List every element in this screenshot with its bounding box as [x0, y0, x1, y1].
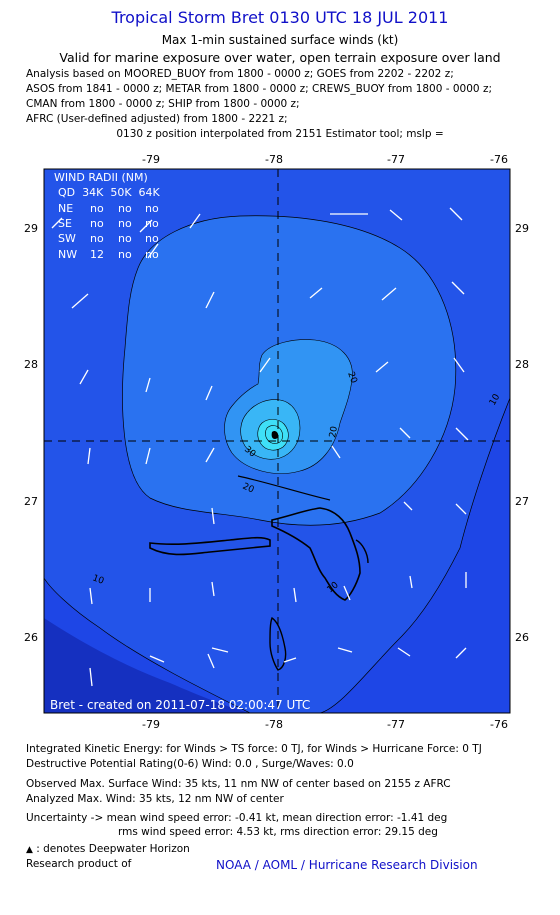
- wind-radii-qd-nw: NW: [58, 248, 77, 261]
- position-note: 0130 z position interpolated from 2151 E…: [116, 128, 444, 140]
- dpr-line: Destructive Potential Rating(0-6) Wind: …: [26, 758, 354, 770]
- lon-tick-top-2: -78: [265, 153, 283, 166]
- map-title: Tropical Storm Bret 0130 UTC 18 JUL 2011: [111, 8, 449, 27]
- lat-tick-left-3: 27: [24, 495, 38, 508]
- contour-label-20-e: 20: [328, 425, 340, 438]
- lat-tick-left-4: 26: [24, 631, 38, 644]
- wind-radii-34-ne: no: [90, 202, 104, 215]
- analysis-line-1: Analysis based on MOORED_BUOY from 1800 …: [26, 68, 454, 80]
- lon-tick-top-4: -76: [490, 153, 508, 166]
- analysis-line-3: CMAN from 1800 - 0000 z; SHIP from 1800 …: [26, 98, 300, 110]
- lat-tick-right-1: 29: [515, 222, 529, 235]
- wind-field-map: -79 -78 -77 -76 -79 -78 -77 -76 29 28 27…: [24, 153, 529, 728]
- wind-radii-64-sw: no: [145, 232, 159, 245]
- noaa-aoml-hrd-link[interactable]: NOAA / AOML / Hurricane Research Divisio…: [216, 858, 478, 872]
- deepwater-horizon-icon: ▲: [26, 845, 33, 855]
- lat-tick-right-2: 28: [515, 358, 529, 371]
- wind-radii-34-nw: 12: [90, 248, 104, 261]
- wind-radii-34-sw: no: [90, 232, 104, 245]
- land-abaco: [271, 507, 361, 601]
- lat-tick-right-3: 27: [515, 495, 529, 508]
- deepwater-text: : denotes Deepwater Horizon: [36, 843, 190, 855]
- lon-tick-bottom-2: -78: [265, 718, 283, 728]
- land-grand-bahama: [149, 536, 271, 556]
- lat-tick-left-2: 28: [24, 358, 38, 371]
- wind-radii-table: WIND RADII (NM) QD 34K 50K 64K NE no no …: [54, 171, 161, 261]
- wind-radii-qd-se: SE: [58, 217, 72, 230]
- wind-band-below-10: [44, 618, 250, 713]
- wind-radii-64-ne: no: [145, 202, 159, 215]
- wind-radii-50-ne: no: [118, 202, 132, 215]
- wind-vectors: [51, 207, 469, 687]
- deepwater-legend: ▲ : denotes Deepwater Horizon: [26, 843, 190, 855]
- analysis-line-4: AFRC (User-defined adjusted) from 1800 -…: [26, 113, 288, 125]
- lon-tick-top-1: -79: [142, 153, 160, 166]
- subtitle-exposure: Valid for marine exposure over water, op…: [59, 50, 501, 65]
- ike-line: Integrated Kinetic Energy: for Winds > T…: [26, 743, 482, 755]
- lon-tick-bottom-3: -77: [387, 718, 405, 728]
- land-andros: [269, 616, 287, 671]
- wind-radii-34-se: no: [90, 217, 104, 230]
- subtitle-winds: Max 1-min sustained surface winds (kt): [161, 33, 399, 47]
- wind-radii-columns: QD 34K 50K 64K: [58, 186, 161, 199]
- wind-radii-qd-ne: NE: [58, 202, 73, 215]
- analyzed-line: Analyzed Max. Wind: 35 kts, 12 nm NW of …: [26, 793, 284, 805]
- wind-radii-qd-sw: SW: [58, 232, 76, 245]
- lon-tick-bottom-4: -76: [490, 718, 508, 728]
- uncertainty-line-1: Uncertainty -> mean wind speed error: -0…: [26, 812, 448, 824]
- map-frame: [43, 168, 511, 714]
- lat-tick-left-1: 29: [24, 222, 38, 235]
- observed-line: Observed Max. Surface Wind: 35 kts, 11 n…: [26, 778, 451, 790]
- contour-label-20-s: 20: [241, 482, 256, 496]
- wind-radii-header: WIND RADII (NM): [54, 171, 148, 184]
- wind-radii-50-sw: no: [118, 232, 132, 245]
- contour-label-20-ne: 20: [345, 371, 358, 385]
- analysis-line-2: ASOS from 1841 - 0000 z; METAR from 1800…: [26, 83, 492, 95]
- lon-tick-bottom-1: -79: [142, 718, 160, 728]
- wind-radii-50-se: no: [118, 217, 132, 230]
- uncertainty-line-2: rms wind speed error: 4.53 kt, rms direc…: [118, 826, 438, 838]
- contour-label-10-w: 10: [91, 573, 105, 586]
- lat-tick-right-4: 26: [515, 631, 529, 644]
- lon-tick-top-3: -77: [387, 153, 405, 166]
- wind-radii-64-nw: no: [145, 248, 159, 261]
- research-label: Research product of: [26, 858, 132, 870]
- map-credit: Bret - created on 2011-07-18 02:00:47 UT…: [50, 698, 310, 712]
- wind-radii-64-se: no: [145, 217, 159, 230]
- wind-radii-50-nw: no: [118, 248, 132, 261]
